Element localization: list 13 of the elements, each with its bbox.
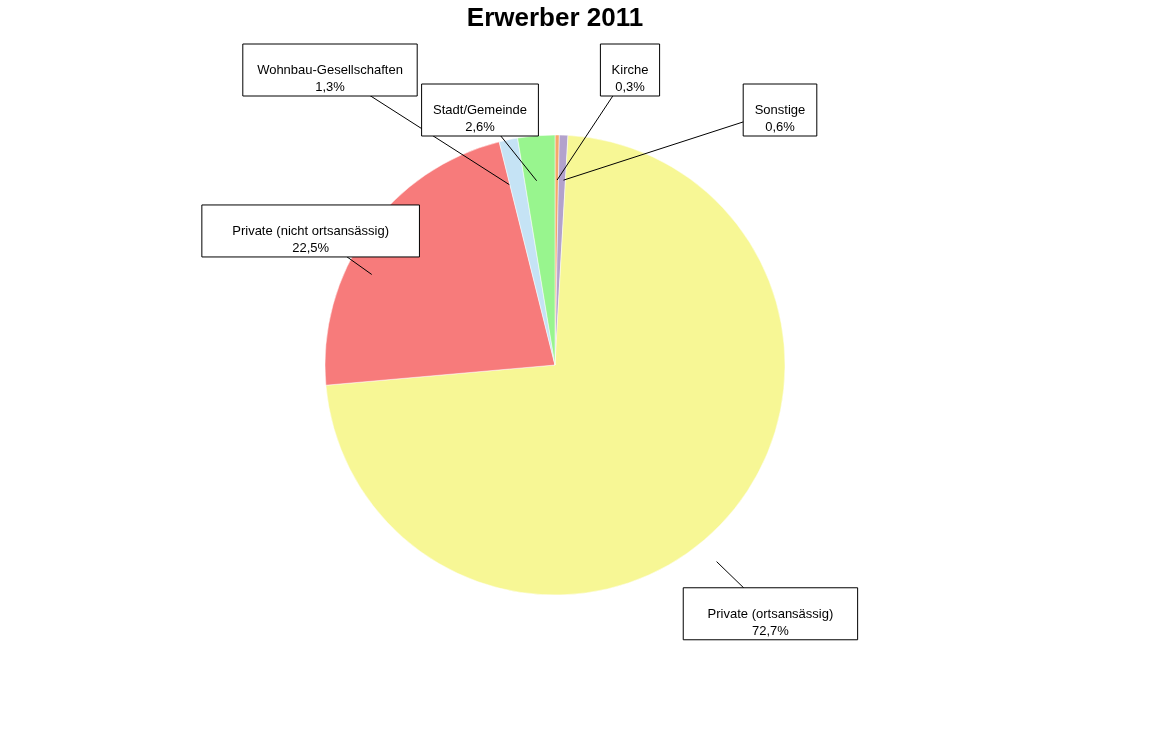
slice-label: Kirche xyxy=(611,62,649,77)
data-label: 22,5% xyxy=(292,239,330,255)
data-label: 1,3% xyxy=(315,79,346,94)
slice-label: Sonstige xyxy=(754,102,806,117)
chart-title: Erwerber 2011 xyxy=(466,2,644,32)
data-label: 2,6% xyxy=(465,119,496,134)
data-label: 0,3% xyxy=(615,79,646,94)
slice-label: Private (nicht ortsansässig) xyxy=(232,222,390,238)
data-label: 0,6% xyxy=(765,119,796,134)
slice-label: Stadt/Gemeinde xyxy=(433,102,527,117)
slice-label: Private (ortsansässig) xyxy=(707,605,834,621)
data-label: 72,7% xyxy=(752,622,790,638)
slice-label: Wohnbau-Gesellschaften xyxy=(257,62,403,77)
